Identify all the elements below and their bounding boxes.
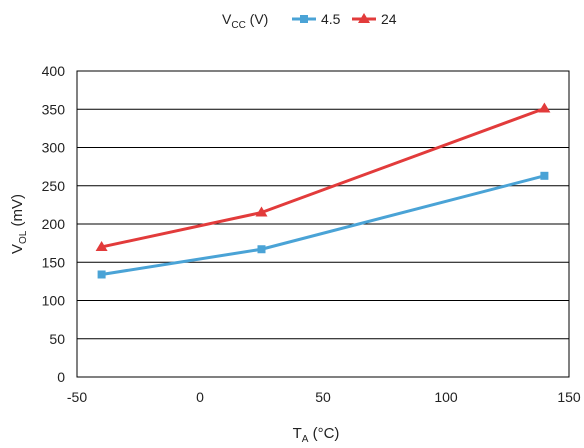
y-tick-label-1: 50: [49, 331, 65, 347]
data-point-0-2: [540, 171, 549, 180]
series-layer: [95, 102, 551, 279]
y-axis-title: VOL (mV): [9, 194, 29, 254]
y-axis-title-main: V: [9, 244, 26, 254]
legend-title-main: V: [222, 11, 232, 27]
legend-label-0: 4.5: [321, 11, 341, 27]
y-tick-label-5: 250: [42, 178, 66, 194]
data-point-1-1: [255, 206, 268, 217]
legend-swatch-marker-1: [358, 13, 370, 23]
x-axis-title-sub: A: [302, 434, 309, 445]
y-tick-label-2: 100: [42, 293, 66, 309]
legend: VCC (V) 4.5 24: [222, 11, 397, 31]
data-point-0-0: [97, 270, 106, 279]
x-tick-label-3: 100: [434, 389, 458, 405]
legend-items: 4.5 24: [292, 11, 397, 27]
x-tick-label-2: 50: [315, 389, 331, 405]
series-line-1: [101, 107, 545, 249]
legend-item-1: 24: [352, 11, 397, 27]
series-1: [95, 102, 551, 251]
y-tick-label-3: 150: [42, 254, 66, 270]
x-axis-title-main: T: [293, 425, 302, 442]
x-tick-label-1: 0: [196, 389, 204, 405]
data-point-0-1: [257, 245, 266, 254]
legend-title-sub: CC: [231, 20, 245, 31]
series-0: [97, 171, 549, 279]
x-tick-label-4: 150: [557, 389, 581, 405]
plot-frame: [76, 70, 570, 378]
y-tick-label-6: 300: [42, 140, 66, 156]
x-axis-title-unit: (°C): [308, 425, 339, 442]
gridlines: [77, 70, 569, 378]
legend-label-1: 24: [381, 11, 397, 27]
legend-title-unit: (V): [246, 11, 269, 27]
legend-title: VCC (V): [222, 11, 268, 31]
x-tick-label-0: -50: [67, 389, 87, 405]
y-axis-title-unit: (mV): [9, 194, 26, 231]
legend-swatch-marker-0: [300, 15, 308, 23]
y-axis-title-sub: OL: [18, 230, 29, 244]
data-point-1-0: [95, 240, 108, 251]
y-tick-label-4: 200: [42, 216, 66, 232]
y-tick-label-0: 0: [57, 369, 65, 385]
x-tick-labels: -50 0 50 100 150: [67, 389, 581, 405]
legend-item-0: 4.5: [292, 11, 341, 27]
data-point-1-2: [538, 102, 551, 113]
x-axis-title: TA (°C): [293, 425, 340, 445]
y-tick-label-8: 400: [42, 63, 66, 79]
y-tick-label-7: 350: [42, 101, 66, 117]
y-tick-labels: 0 50 100 150 200 250 300 350 400: [42, 63, 66, 385]
